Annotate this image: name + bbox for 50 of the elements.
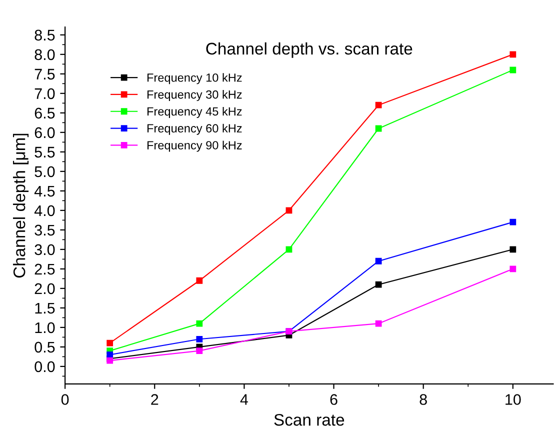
point (286, 207, 292, 214)
point (196, 320, 203, 327)
y-tick-label: 6.5 (34, 108, 55, 119)
point (196, 348, 203, 354)
y-tick-label: 2.0 (34, 283, 55, 294)
y-tick-label: 4.5 (34, 186, 55, 197)
y-tick-label: 6.0 (34, 127, 55, 138)
y-axis-title: Channel depth [μm] (13, 134, 29, 278)
x-tick-label: 8 (420, 394, 427, 405)
y-tick-label: 3.5 (34, 224, 55, 236)
legend-label: Frequency 60 kHz (147, 124, 242, 135)
y-tick-label: 7.5 (34, 68, 55, 80)
y-tick-label: 4.0 (34, 205, 55, 216)
point (375, 258, 382, 264)
x-tick-label: 6 (330, 394, 338, 405)
text: Channel depth vs. scan rate (206, 42, 412, 58)
x-tick-label: 2 (151, 394, 158, 405)
y-tick-label: 5.5 (34, 146, 55, 158)
x-tick-label: 0 (61, 394, 69, 405)
point (510, 66, 516, 74)
y-tick-label: 1.5 (35, 302, 55, 314)
point (196, 336, 203, 342)
point (510, 266, 516, 272)
legend-label: Frequency 90 kHz (147, 140, 242, 152)
point (375, 281, 382, 288)
x-tick-label: 10 (506, 394, 521, 405)
y-tick-label: 5.0 (34, 166, 55, 178)
x-axis-title: Scan rate (274, 414, 344, 426)
point (510, 218, 516, 226)
point (106, 352, 114, 358)
y-tick-label: 2.5 (34, 264, 55, 275)
legend-label: Frequency 45 kHz (147, 106, 242, 118)
point (106, 340, 114, 346)
point (510, 51, 516, 58)
point (286, 246, 292, 253)
y-tick-label: 7.0 (34, 88, 55, 100)
x-tick-label: 4 (240, 394, 248, 405)
point (375, 320, 382, 327)
point (196, 277, 203, 284)
y-tick-label: 0.0 (34, 361, 55, 372)
legend-label: Frequency 10 kHz (147, 73, 242, 84)
y-tick-label: 8.0 (34, 49, 55, 60)
y-tick-label: 0.5 (34, 342, 55, 353)
point (510, 246, 516, 253)
y-tick-label: 3.0 (34, 244, 55, 256)
point (375, 125, 382, 132)
y-tick-label: 1.0 (35, 322, 55, 334)
legend-label: Frequency 30 kHz (147, 90, 242, 102)
y-tick-label: 8.5 (34, 30, 55, 41)
point (375, 102, 382, 108)
